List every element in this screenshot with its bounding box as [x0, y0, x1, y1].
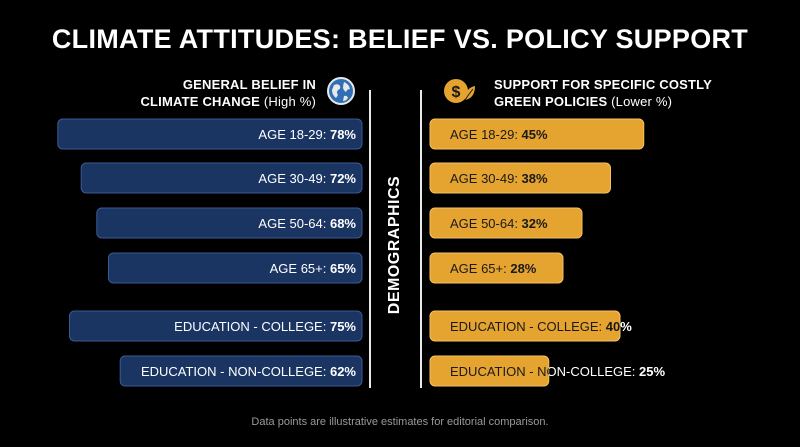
right-bar [429, 118, 645, 150]
left-bar-label: EDUCATION - COLLEGE: 75% [174, 319, 356, 334]
right-bar-label: AGE 18-29: 45% [450, 127, 548, 142]
right-value-label: 40% [606, 319, 632, 334]
right-bar-label: AGE 50-64: 32% [450, 216, 548, 231]
right-header-line2-wrap: GREEN POLICIES (Lower %) [494, 93, 712, 110]
right-bar [429, 310, 621, 342]
left-bar-label: EDUCATION - NON-COLLEGE: 62% [141, 364, 356, 379]
chart-title: CLIMATE ATTITUDES: BELIEF VS. POLICY SUP… [51, 24, 749, 54]
right-bar [429, 162, 611, 194]
left-category-label: EDUCATION - COLLEGE: [174, 319, 330, 334]
right-bar-label: AGE 30-49: 38% [450, 171, 548, 186]
right-category-label: AGE 30-49: [450, 171, 522, 186]
left-bar-label: AGE 65+: 65% [270, 261, 357, 276]
right-header-line1: SUPPORT FOR SPECIFIC COSTLY [494, 77, 713, 92]
left-bar-label: AGE 30-49: 72% [258, 171, 356, 186]
right-category-label: EDUCATION - NON-COLLEGE: [450, 364, 639, 379]
right-header-line2: GREEN POLICIES [494, 94, 608, 109]
left-bar [96, 207, 363, 239]
right-bar-label: AGE 65+: 28% [450, 261, 537, 276]
left-value-label: 78% [330, 127, 356, 142]
right-bar [429, 355, 550, 387]
right-header-sub: (Lower %) [611, 94, 673, 109]
svg-text:$: $ [452, 84, 461, 101]
right-category-label: AGE 50-64: [450, 216, 522, 231]
left-header-line2: CLIMATE CHANGE [140, 94, 261, 109]
right-value-label: 40% [606, 319, 632, 334]
right-bar [429, 252, 564, 284]
left-value-label: 65% [330, 261, 356, 276]
left-bar [119, 355, 363, 387]
right-value-label: 45% [522, 127, 548, 142]
right-category-label: AGE 18-29: [450, 127, 522, 142]
right-bar-label: EDUCATION - COLLEGE: 40% [450, 319, 632, 334]
left-category-label: AGE 30-49: [258, 171, 330, 186]
left-bar [108, 252, 363, 284]
right-value-label: 38% [522, 171, 548, 186]
left-panel-header: GENERAL BELIEF IN CLIMATE CHANGE (High %… [140, 76, 316, 110]
left-header-line1: GENERAL BELIEF IN [182, 77, 316, 92]
center-divider-left [369, 90, 371, 388]
left-bar-label: AGE 50-64: 68% [258, 216, 356, 231]
right-category-label: AGE 65+: [450, 261, 510, 276]
center-divider-right [420, 90, 422, 388]
right-value-label: 28% [510, 261, 536, 276]
left-bar [57, 118, 363, 150]
footnote: Data points are illustrative estimates f… [251, 416, 549, 428]
left-category-label: AGE 18-29: [258, 127, 330, 142]
right-category-label: EDUCATION - COLLEGE: [450, 319, 606, 334]
right-bar-label-overflow: EDUCATION - COLLEGE: 40% [450, 319, 632, 334]
left-bar-label: AGE 18-29: 78% [258, 127, 356, 142]
dollar-leaf-icon: $ [444, 79, 475, 103]
right-panel-header: SUPPORT FOR SPECIFIC COSTLY GREEN POLICI… [494, 76, 712, 110]
globe-icon [327, 77, 355, 105]
right-bar-label-overflow: EDUCATION - NON-COLLEGE: 25% [450, 364, 665, 379]
right-bar [429, 207, 583, 239]
right-category-label: EDUCATION - NON-COLLEGE: [450, 364, 639, 379]
left-header-line2-wrap: CLIMATE CHANGE (High %) [140, 93, 316, 110]
left-bar [80, 162, 363, 194]
left-value-label: 62% [330, 364, 356, 379]
left-category-label: AGE 50-64: [258, 216, 330, 231]
right-value-label: 32% [522, 216, 548, 231]
left-value-label: 72% [330, 171, 356, 186]
left-category-label: AGE 65+: [270, 261, 330, 276]
left-value-label: 68% [330, 216, 356, 231]
left-category-label: EDUCATION - NON-COLLEGE: [141, 364, 330, 379]
right-value-label: 25% [639, 364, 665, 379]
left-bar [69, 310, 363, 342]
right-value-label: 25% [639, 364, 665, 379]
left-header-sub: (High %) [263, 94, 316, 109]
left-value-label: 75% [330, 319, 356, 334]
right-bar-label: EDUCATION - NON-COLLEGE: 25% [450, 364, 665, 379]
